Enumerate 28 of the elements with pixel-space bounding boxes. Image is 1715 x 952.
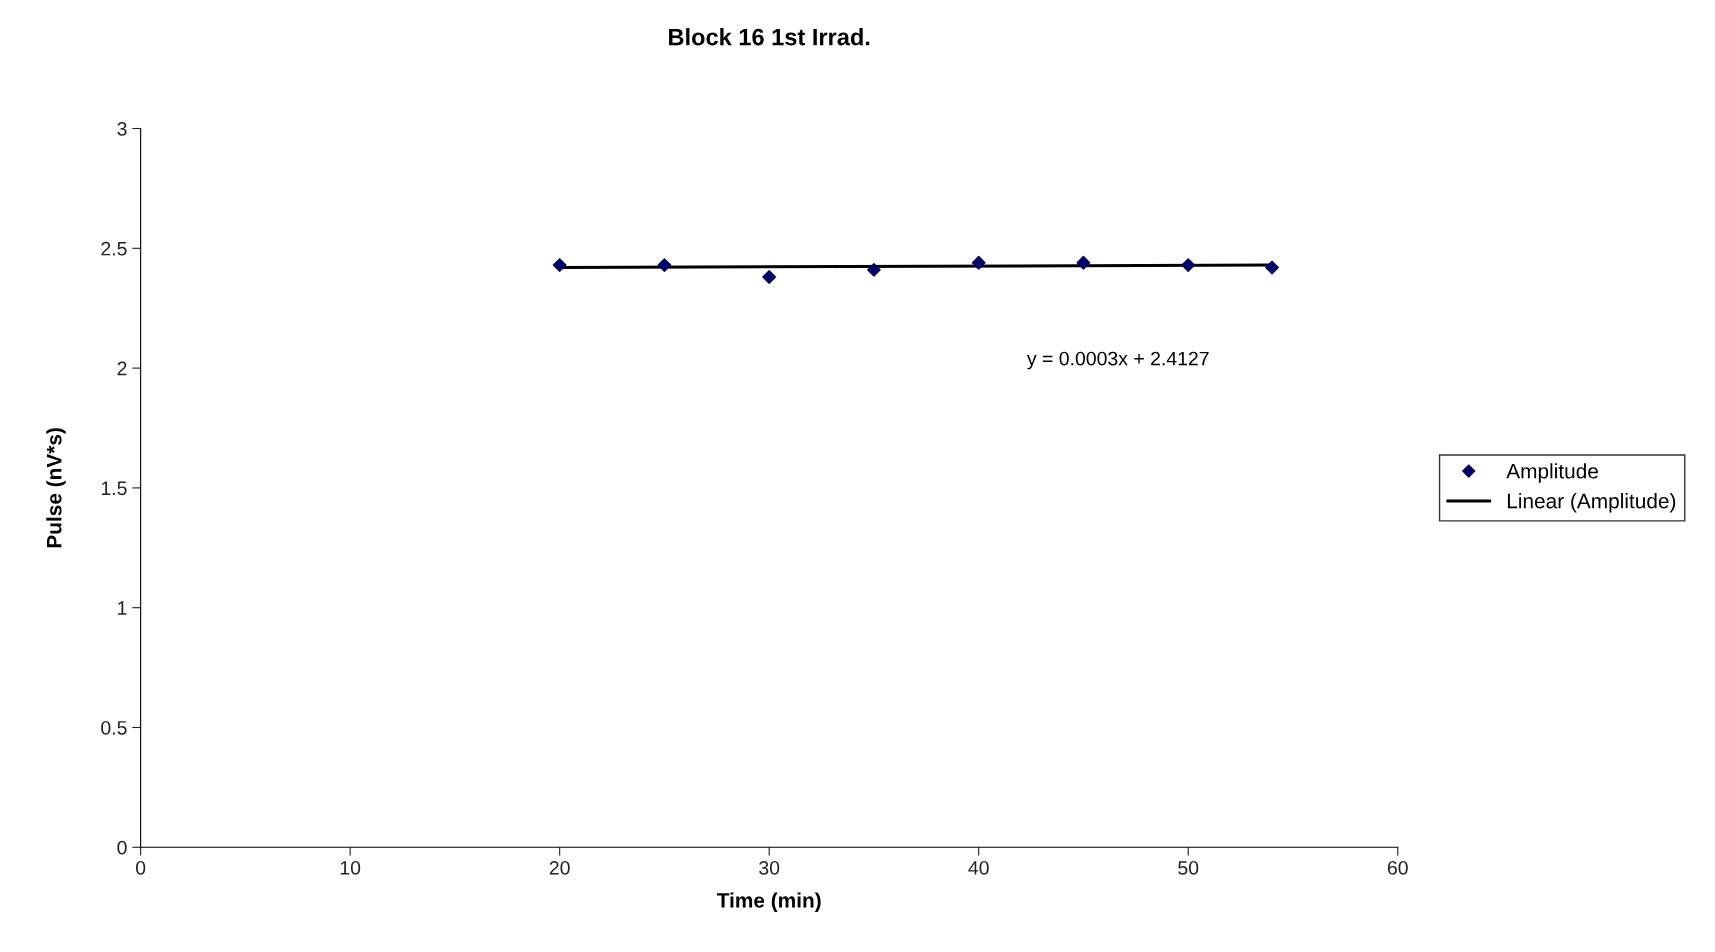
chart-title: Block 16 1st Irrad. — [669, 28, 870, 46]
point — [552, 258, 567, 272]
y-tick-label: 1.5 — [101, 481, 127, 496]
y-tick-label: 0.5 — [101, 720, 127, 735]
point — [971, 255, 986, 270]
y-tick-label: 0 — [117, 840, 127, 855]
y-tick-label: 3 — [117, 121, 127, 136]
y-tick-label: 2.5 — [101, 241, 127, 256]
x-tick-label: 40 — [968, 860, 989, 875]
x-tick-label: 10 — [340, 860, 361, 875]
point — [1181, 258, 1196, 272]
x-axis-title: Time (min) — [716, 892, 821, 912]
x-tick-label: 20 — [549, 860, 570, 875]
x-tick-label: 0 — [135, 860, 146, 875]
point — [867, 262, 881, 277]
x-tick-label: 60 — [1387, 860, 1408, 875]
legend-label: Amplitude — [1506, 463, 1598, 483]
y-axis-title: Pulse (nV*s) — [46, 428, 66, 548]
x-tick-label: 30 — [759, 860, 780, 875]
annotation: y = 0.0003x + 2.4127 — [1026, 351, 1209, 370]
point — [657, 258, 672, 272]
x-tick-label: 50 — [1178, 860, 1199, 875]
legend-label: Linear (Amplitude) — [1507, 493, 1676, 513]
point — [1265, 260, 1279, 275]
point — [1076, 255, 1091, 270]
point — [762, 270, 777, 284]
y-tick-label: 2 — [117, 361, 127, 376]
y-tick-label: 1 — [118, 601, 127, 615]
